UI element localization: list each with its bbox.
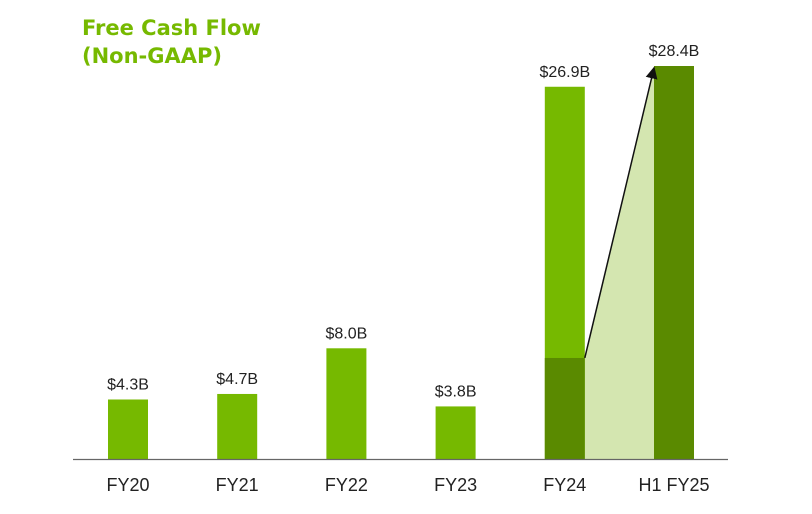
x-tick-label-fy23: FY23 [434, 475, 477, 495]
x-tick-label-fy20: FY20 [106, 475, 149, 495]
bar-fy20 [108, 399, 148, 459]
chart-title-line-2: (Non-GAAP) [82, 44, 222, 68]
bar-fy21 [217, 393, 258, 459]
x-tick-label-fy24: FY24 [543, 475, 586, 495]
x-tick-label-fy21: FY21 [216, 475, 259, 495]
chart-title-line-1: Free Cash Flow [82, 16, 261, 40]
value-label-fy20: $4.3B [107, 376, 149, 393]
value-label-h1-fy25: $28.4B [649, 43, 700, 60]
x-tick-label-fy22: FY22 [325, 475, 368, 495]
value-label-fy23: $3.8B [435, 383, 477, 400]
growth-highlight-area [584, 66, 654, 459]
bar-fy24-dark-portion [544, 357, 585, 459]
value-label-fy22: $8.0B [325, 325, 367, 342]
chart-title: Free Cash Flow (Non-GAAP) [82, 14, 261, 70]
value-label-fy21: $4.7B [216, 371, 258, 388]
growth-arrow [584, 66, 658, 359]
bar-fy23 [435, 406, 476, 459]
bar-fy22 [326, 348, 367, 459]
bar-h1-fy25 [654, 66, 694, 459]
x-tick-label-h1-fy25: H1 FY25 [638, 475, 709, 495]
value-label-fy24: $26.9B [539, 64, 590, 81]
